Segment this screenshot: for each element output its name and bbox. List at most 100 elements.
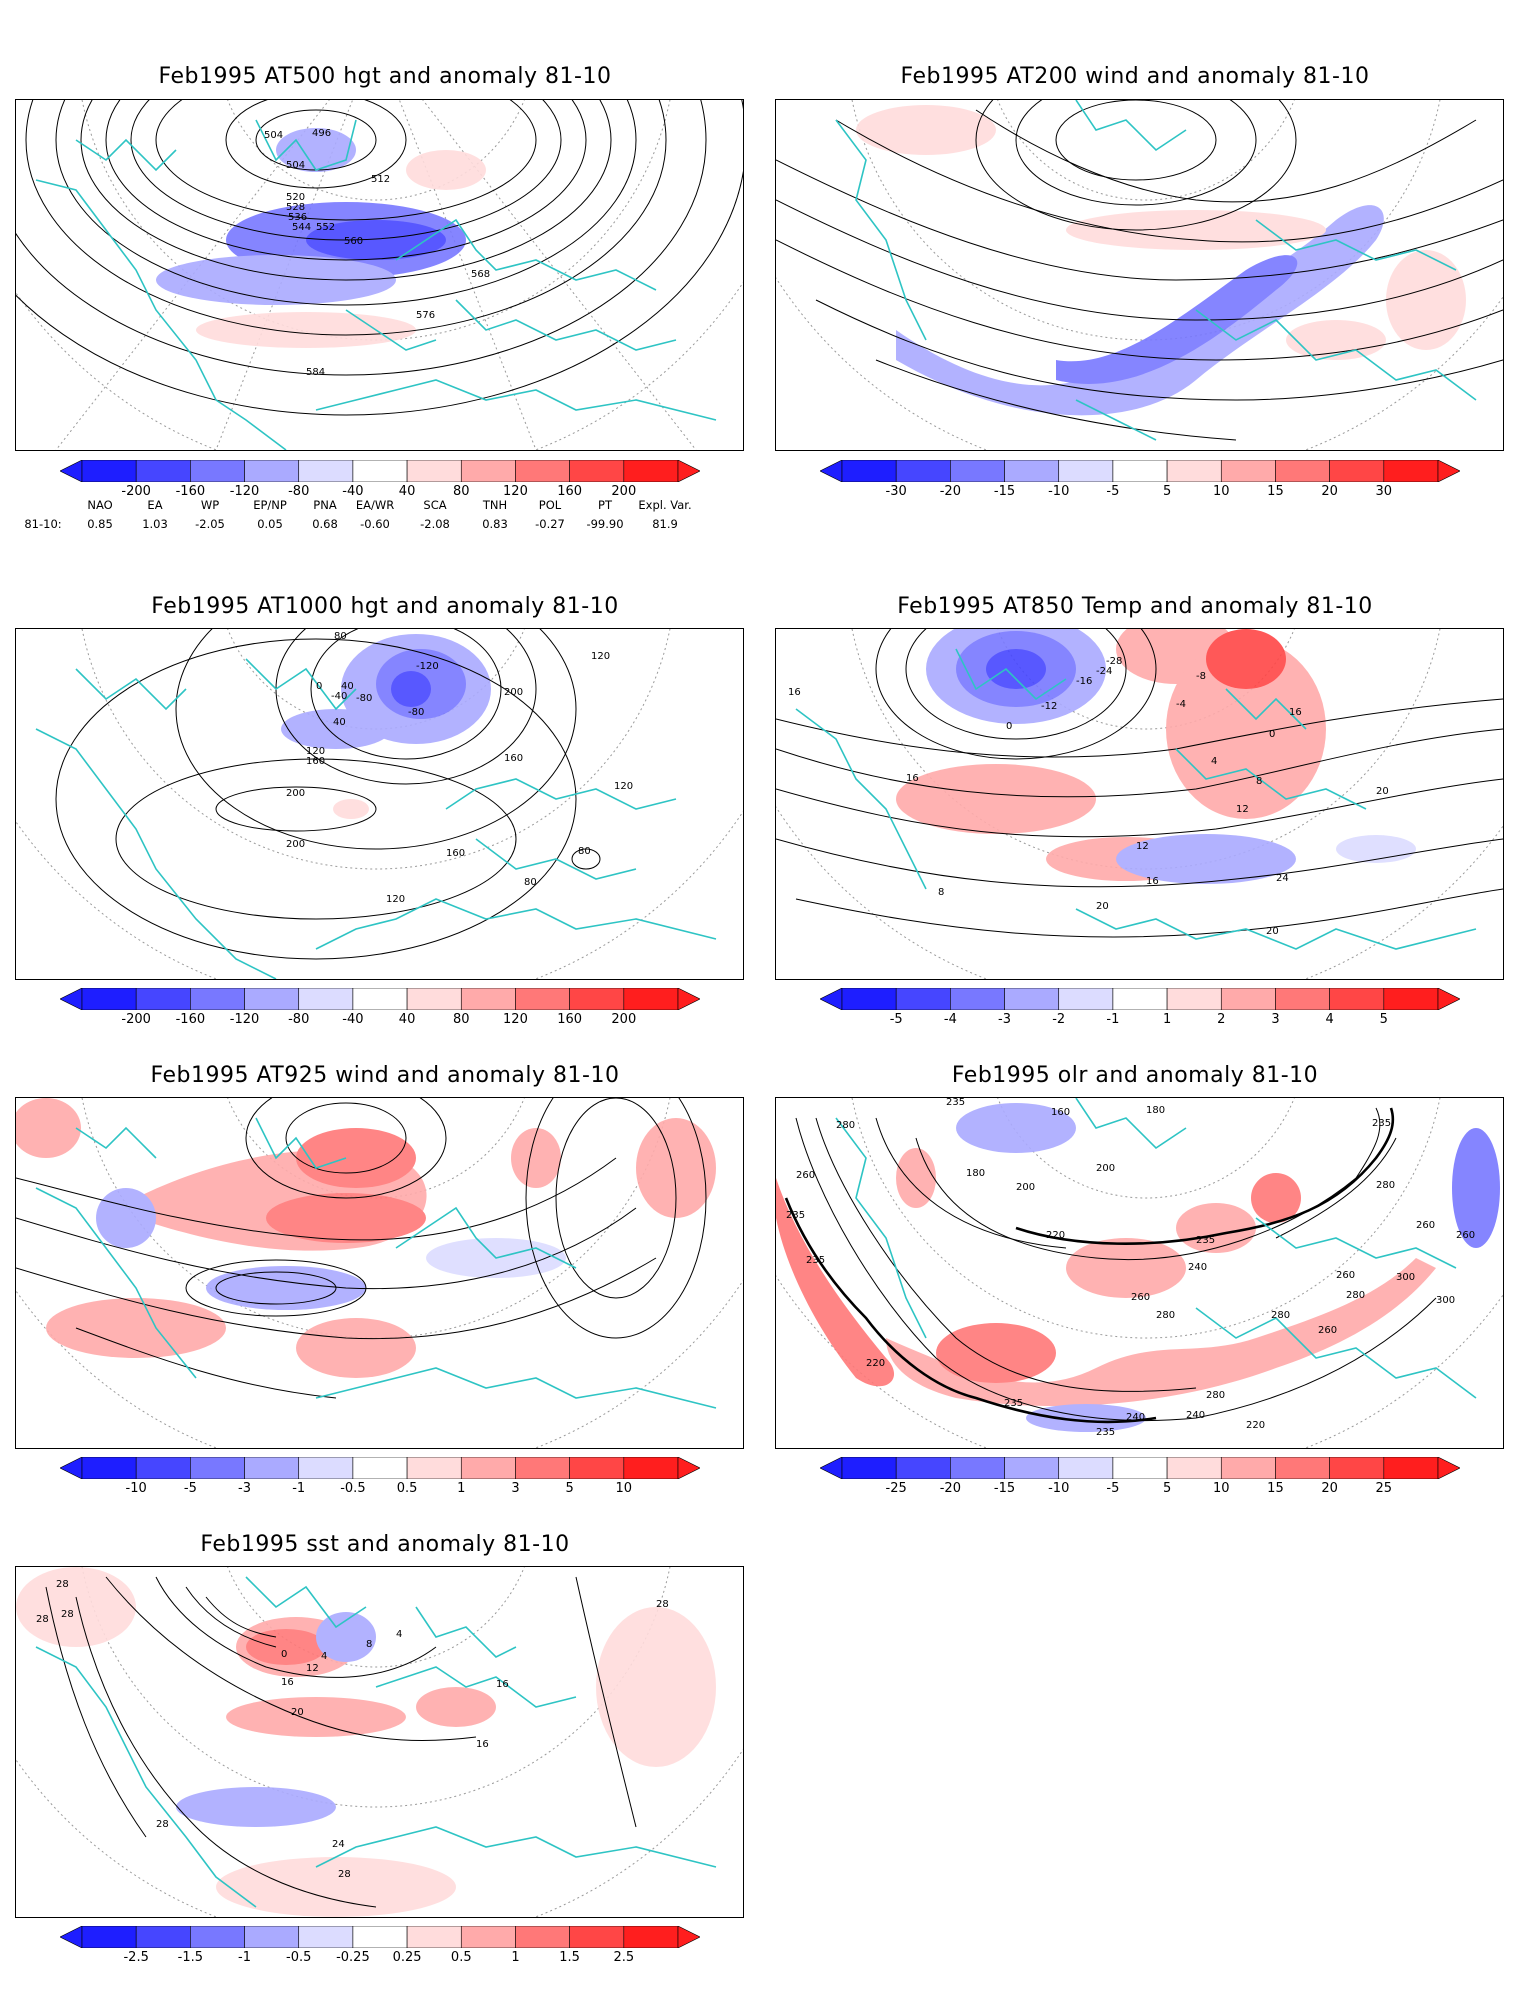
colorbar-segment	[1112, 988, 1168, 1010]
contour-label: 4	[321, 1651, 327, 1662]
colorbar-tick-label: 1	[511, 1950, 520, 1965]
colorbar-segment	[623, 1457, 679, 1479]
contour-label: 28	[56, 1579, 69, 1590]
colorbar-segment	[81, 460, 137, 482]
teleconn-row-label: 81-10:	[24, 517, 62, 531]
colorbar-min-arrow	[820, 1457, 843, 1479]
contour-label: 20	[1096, 901, 1109, 912]
colorbar-tick-label: -200	[121, 484, 151, 499]
contour-label: 560	[344, 236, 363, 247]
map-panel-3: 80 -120 0 40 -40 -80 -80 40 200 120 160 …	[15, 628, 744, 980]
colorbar-segment	[81, 1926, 137, 1948]
colorbar-tick-label: 4	[1325, 1012, 1334, 1027]
colorbar-tick-label: -1	[1106, 1012, 1120, 1027]
colorbar-tick-label: -80	[288, 1012, 310, 1027]
colorbar-segment	[135, 1457, 191, 1479]
colorbar-tick-label: -40	[342, 484, 364, 499]
map-1-svg: 496 504 504 512 520 528 536 544 552 560 …	[16, 100, 743, 450]
contour-label: 576	[416, 310, 435, 321]
contour-label: 200	[1016, 1182, 1035, 1193]
colorbar-segment	[569, 988, 625, 1010]
contour-label: 260	[1131, 1292, 1150, 1303]
colorbar-segment	[1220, 1457, 1276, 1479]
colorbar-tick-label: 10	[615, 1481, 633, 1496]
streamlines	[16, 1098, 707, 1399]
colorbar-tick-label: -2	[1052, 1012, 1066, 1027]
map-panel-7: 28 28 28 0 4 8 12 16 20 24 28 28 28 4 16…	[15, 1566, 744, 1918]
colorbar-segment	[244, 1457, 300, 1479]
olr-235-contours	[784, 1107, 1395, 1424]
contour-label: 220	[866, 1358, 885, 1369]
colorbar-tick-label: 3	[1271, 1012, 1280, 1027]
contour-label: 300	[1436, 1295, 1455, 1306]
colorbar-svg	[60, 1457, 700, 1479]
colorbar-tick-label: 30	[1375, 484, 1393, 499]
colorbar-tick-label: 5	[565, 1481, 574, 1496]
coastlines	[35, 1576, 717, 1908]
colorbar-segment	[950, 988, 1005, 1010]
colorbar-tick-label: -1.5	[177, 1950, 204, 1965]
colorbar-tick-label: -40	[342, 1012, 364, 1027]
contour-label: 16	[788, 687, 801, 698]
colorbar-tick-label: -160	[175, 484, 206, 499]
contour-label: 28	[156, 1819, 169, 1830]
contour-labels: 496 504 504 512 520 528 536 544 552 560 …	[264, 128, 490, 378]
map-4-svg: 16 16 -28 -24 -16 -12 -8 -4 0 0 4 8 12 1…	[776, 629, 1503, 979]
contour-label: 120	[386, 894, 405, 905]
contour-label: 504	[264, 130, 283, 141]
colorbar-tick-label: -120	[229, 484, 260, 499]
contour-label: 20	[291, 1707, 304, 1718]
colorbar-segment	[1329, 1457, 1385, 1479]
colorbar-segment	[1166, 1457, 1222, 1479]
colorbar-segment	[569, 1457, 625, 1479]
teleconn-value: -99.90	[586, 517, 624, 531]
map-5-svg	[16, 1098, 743, 1448]
olr-contours	[795, 1107, 1437, 1421]
contour-label: 504	[286, 160, 305, 171]
colorbar-segment	[1383, 460, 1439, 482]
colorbar-segment	[244, 1926, 300, 1948]
teleconn-header: PNA	[313, 498, 337, 512]
map-panel-2	[775, 99, 1504, 451]
contour-label: 544	[292, 222, 311, 233]
contour-label: 16	[1146, 876, 1159, 887]
contour-label: 160	[504, 753, 523, 764]
colorbar-segment	[515, 1926, 570, 1948]
colorbar-segment	[298, 988, 354, 1010]
colorbar-tick-label: 20	[1321, 1481, 1338, 1496]
colorbar-tick-label: -160	[175, 1012, 206, 1027]
colorbar-tick-label: 80	[452, 484, 470, 499]
colorbar-segment	[352, 1457, 408, 1479]
colorbar-tick-label: -10	[1048, 1481, 1070, 1496]
contour-label: 260	[1456, 1230, 1475, 1241]
contour-label: 240	[1188, 1262, 1207, 1273]
contour-label: 235	[1196, 1235, 1215, 1246]
teleconn-value: 0.85	[87, 517, 113, 531]
contour-label: 24	[1276, 873, 1289, 884]
colorbar-tick-label: -200	[121, 1012, 151, 1027]
contour-label: 235	[1096, 1427, 1115, 1438]
contour-label: -80	[408, 707, 424, 718]
colorbar-segment	[1275, 988, 1330, 1010]
colorbar-tick-label: -0.25	[336, 1950, 370, 1965]
teleconn-header: TNH	[482, 498, 508, 512]
streamlines	[776, 100, 1503, 441]
colorbar-tick-label: 200	[611, 484, 637, 499]
contour-label: 28	[656, 1599, 669, 1610]
colorbar-labels: -30 -20 -15 -10 -5 5 10 15 20 30	[820, 484, 1460, 500]
map-7-svg: 28 28 28 0 4 8 12 16 20 24 28 28 28 4 16…	[16, 1567, 743, 1917]
contour-label: 496	[312, 128, 331, 139]
colorbar-tick-label: 1	[1162, 1012, 1172, 1027]
contour-label: 8	[1256, 776, 1262, 787]
colorbar-tick-label: -5	[1106, 484, 1120, 499]
grid-lines	[776, 629, 1503, 979]
colorbar-tick-label: 0.5	[450, 1950, 472, 1965]
contour-label: 20	[1266, 926, 1279, 937]
colorbar-labels: -200 -160 -120 -80 -40 40 80 120 160 200	[60, 1012, 700, 1028]
colorbar-3: -200 -160 -120 -80 -40 40 80 120 160 200	[60, 988, 700, 1027]
colorbar-segment	[1058, 988, 1114, 1010]
teleconn-value: 0.05	[257, 517, 283, 531]
colorbar-min-arrow	[820, 460, 843, 482]
colorbar-max-arrow	[677, 1457, 700, 1479]
colorbar-tick-label: 80	[452, 1012, 470, 1027]
